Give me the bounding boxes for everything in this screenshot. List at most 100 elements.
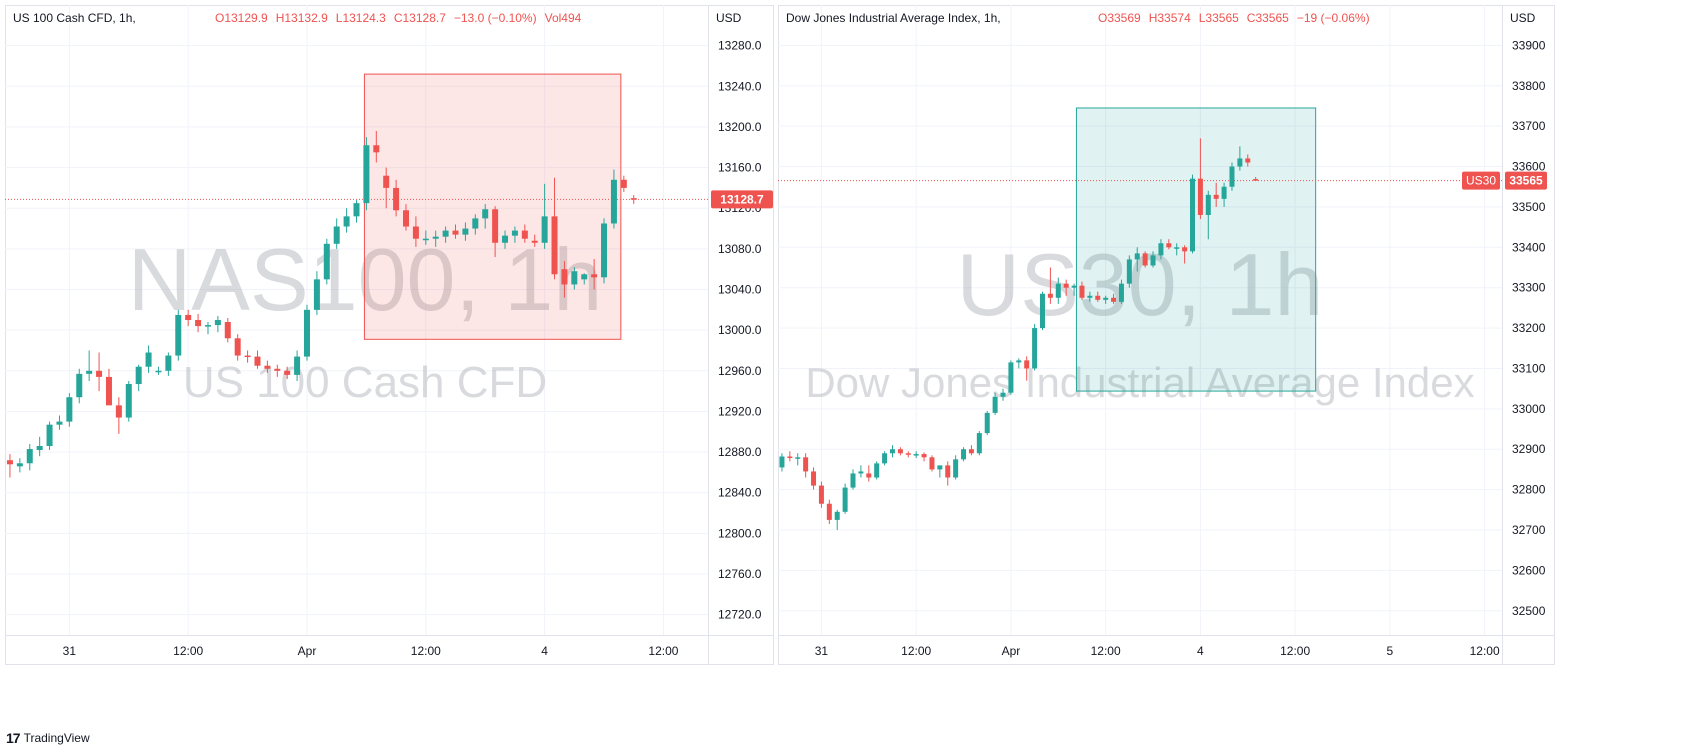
- candle-body: [984, 412, 990, 434]
- price-tick-label: 32600: [1512, 563, 1546, 577]
- candle-body: [294, 356, 301, 375]
- symbol-badge: [1462, 171, 1500, 190]
- candle-body: [86, 370, 93, 374]
- time-tick-label: 12:00: [1091, 644, 1121, 658]
- price-tick-label: 33800: [1512, 79, 1546, 93]
- nas100-chart[interactable]: NAS100, 1h US 100 Cash CFD USD 12720.0 12760…: [5, 5, 774, 665]
- grid-lines: [5, 5, 708, 635]
- time-tick-label: 12:00: [901, 644, 931, 658]
- candle-body: [333, 226, 340, 244]
- candle-body: [165, 355, 172, 371]
- last-price-value: 33565: [1509, 174, 1543, 188]
- tradingview-logo-icon: 17: [6, 730, 21, 746]
- candle-body: [897, 449, 903, 454]
- candle-body: [343, 216, 350, 227]
- candle-body: [1221, 186, 1227, 199]
- price-tick-label: 32900: [1512, 442, 1546, 456]
- time-tick-label: 4: [1197, 644, 1204, 658]
- candle-body: [803, 457, 809, 472]
- price-tick-label: 13040.0: [718, 283, 762, 297]
- time-tick-label: 31: [815, 644, 829, 658]
- price-tick-label: 33100: [1512, 361, 1546, 375]
- candle-body: [472, 218, 479, 229]
- candle-body: [591, 274, 598, 278]
- watermark-symbol: US30, 1h: [957, 235, 1324, 334]
- legend-volume: Vol494: [545, 11, 582, 25]
- chart-panel-right-frame: [778, 5, 1555, 665]
- candle-body: [264, 365, 271, 369]
- legend-title: US 100 Cash CFD, 1h,: [13, 11, 136, 25]
- candle-body: [1166, 243, 1172, 248]
- grid-lines: [778, 5, 1502, 635]
- price-tick-label: 12720.0: [718, 608, 762, 622]
- candle-body: [1150, 255, 1156, 266]
- legend-low: L33565: [1199, 11, 1239, 25]
- candle-body: [313, 279, 320, 310]
- price-tick-label: 12800.0: [718, 526, 762, 540]
- candle-body: [1229, 166, 1235, 187]
- candle-body: [1190, 178, 1196, 252]
- candle-body: [1118, 283, 1124, 302]
- candle-body: [145, 352, 152, 367]
- candle-body: [274, 368, 281, 371]
- candle-body: [452, 230, 459, 235]
- price-tick-label: 12920.0: [718, 404, 762, 418]
- candle-body: [511, 230, 518, 236]
- candle-body: [795, 457, 801, 459]
- candle-body: [1055, 283, 1061, 298]
- candle-body: [1032, 328, 1038, 369]
- time-tick-label: 31: [63, 644, 77, 658]
- candle-body: [992, 396, 998, 413]
- candle-body: [1205, 194, 1211, 215]
- candle-body: [834, 511, 840, 520]
- candle-body: [204, 325, 211, 327]
- candle-body: [422, 238, 429, 241]
- candle-body: [412, 226, 419, 239]
- price-tick-label: 32800: [1512, 483, 1546, 497]
- legend-change: −19 (−0.06%): [1297, 11, 1370, 25]
- candle-body: [953, 459, 959, 478]
- candle-body: [46, 424, 53, 446]
- candle-body: [1024, 360, 1030, 369]
- candle-body: [234, 338, 241, 356]
- candle-body: [353, 203, 360, 217]
- candle-body: [1126, 259, 1132, 284]
- candle-body: [929, 457, 935, 470]
- candle-body: [1016, 360, 1022, 363]
- candle-body: [482, 209, 489, 219]
- price-tick-label: 33400: [1512, 240, 1546, 254]
- candle-body: [818, 485, 824, 504]
- price-tick-label: 13240.0: [718, 79, 762, 93]
- us30-chart[interactable]: US30, 1h Dow Jones Industrial Average Ind…: [778, 5, 1555, 665]
- price-tick-label: 32700: [1512, 523, 1546, 537]
- time-tick-label: 5: [1387, 644, 1394, 658]
- price-tick-label: 13080.0: [718, 242, 762, 256]
- candle-body: [56, 421, 63, 425]
- candle-body: [630, 198, 637, 200]
- candle-body: [1158, 243, 1164, 256]
- candle-body: [303, 309, 310, 357]
- currency-label: USD: [1510, 11, 1536, 25]
- candle-body: [284, 370, 291, 375]
- candle-body: [913, 454, 919, 456]
- tradingview-footer[interactable]: 17 TradingView: [6, 728, 90, 748]
- candle-body: [531, 240, 538, 243]
- price-tick-label: 13200.0: [718, 120, 762, 134]
- time-tick-label: Apr: [298, 644, 317, 658]
- candle-body: [6, 460, 13, 465]
- candle-body: [1245, 158, 1251, 163]
- watermark-description: Dow Jones Industrial Average Index: [805, 359, 1474, 406]
- candle-body: [115, 405, 122, 418]
- price-tick-label: 33300: [1512, 281, 1546, 295]
- candle-body: [1174, 247, 1180, 249]
- candle-body: [581, 274, 588, 280]
- rectangle-drawing: [363, 73, 622, 340]
- candle-body: [787, 456, 793, 458]
- candle-body: [195, 320, 202, 327]
- price-tick-label: 33000: [1512, 402, 1546, 416]
- time-tick-label: Apr: [1002, 644, 1021, 658]
- legend-high: H13132.9: [276, 11, 328, 25]
- candle-body: [521, 230, 528, 239]
- candle-body: [1095, 295, 1101, 300]
